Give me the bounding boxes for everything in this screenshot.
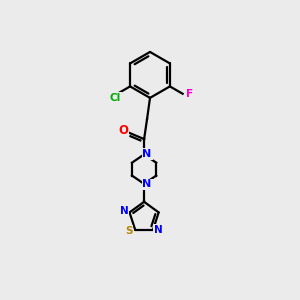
- Text: Cl: Cl: [110, 93, 121, 103]
- Text: N: N: [142, 149, 152, 159]
- Text: N: N: [142, 179, 152, 190]
- Text: S: S: [125, 226, 132, 236]
- Text: N: N: [120, 206, 129, 216]
- Text: N: N: [154, 224, 163, 235]
- Text: O: O: [118, 124, 128, 137]
- Text: F: F: [186, 89, 193, 99]
